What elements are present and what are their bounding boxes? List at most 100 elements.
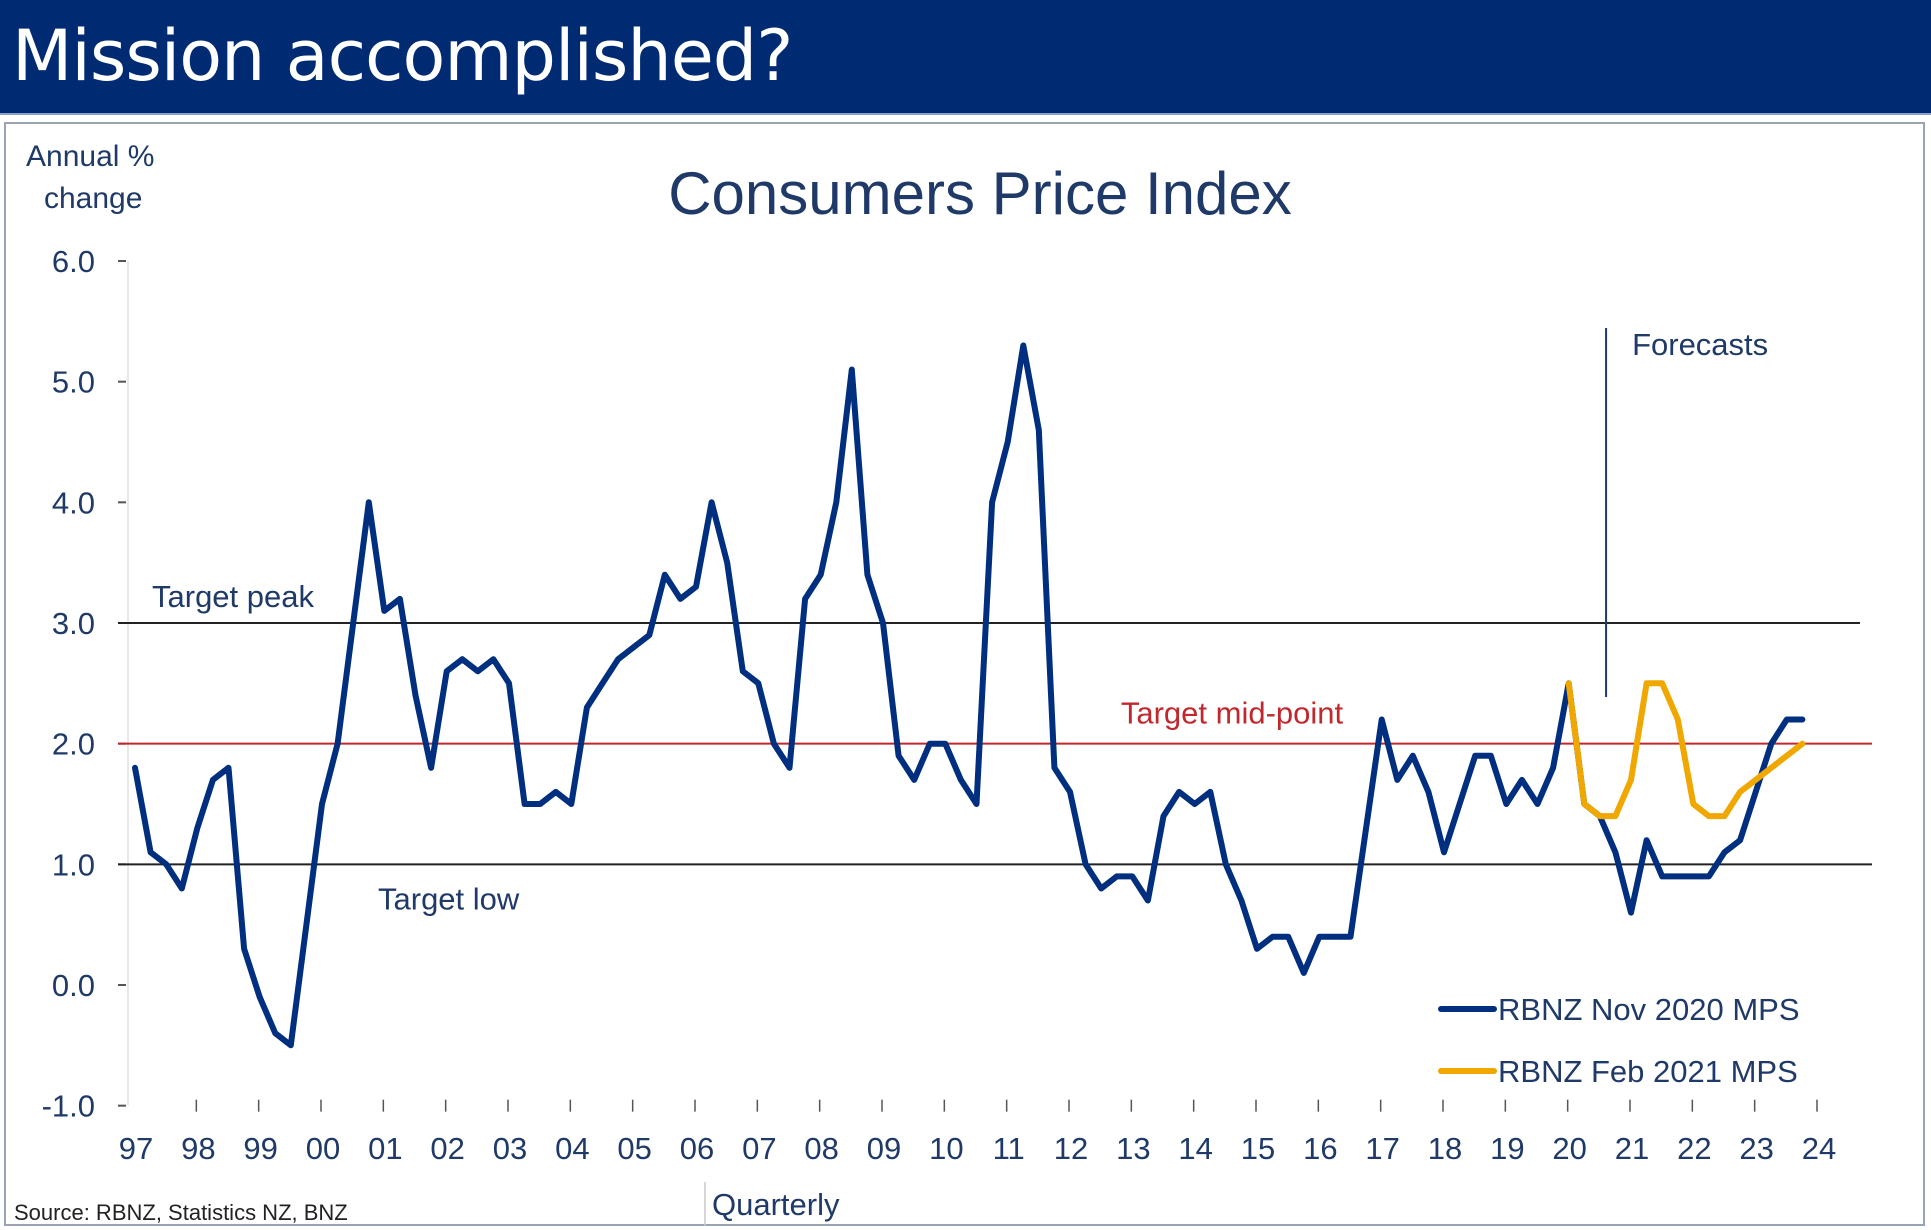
source-note: Source: RBNZ, Statistics NZ, BNZ (14, 1200, 348, 1225)
x-tick-label: 99 (243, 1131, 277, 1166)
data-point-rbnz-nov-2020-mps (1145, 898, 1150, 903)
data-point-rbnz-feb-2021-mps (1597, 814, 1602, 819)
data-point-rbnz-nov-2020-mps (257, 995, 262, 1000)
forecasts-label: Forecasts (1632, 327, 1768, 362)
data-point-rbnz-nov-2020-mps (1660, 874, 1665, 879)
data-point-rbnz-nov-2020-mps (1239, 898, 1244, 903)
x-tick-label: 10 (929, 1131, 963, 1166)
y-tick-label: 5.0 (52, 365, 95, 400)
data-point-rbnz-nov-2020-mps (491, 657, 496, 662)
slide-title-bar: Mission accomplished? (0, 0, 1931, 115)
target-low-label: Target low (378, 881, 520, 916)
chart-title: Consumers Price Index (668, 160, 1292, 227)
data-point-rbnz-nov-2020-mps (1706, 874, 1711, 879)
data-point-rbnz-nov-2020-mps (413, 693, 418, 698)
data-point-rbnz-nov-2020-mps (242, 946, 247, 951)
data-point-rbnz-nov-2020-mps (210, 777, 215, 782)
data-point-rbnz-nov-2020-mps (694, 584, 699, 589)
data-point-rbnz-nov-2020-mps (990, 500, 995, 505)
x-tick-label: 05 (617, 1131, 651, 1166)
data-point-rbnz-nov-2020-mps (304, 922, 309, 927)
data-point-rbnz-nov-2020-mps (1691, 874, 1696, 879)
x-tick-label: 06 (680, 1131, 714, 1166)
x-tick-label: 08 (804, 1131, 838, 1166)
data-point-rbnz-nov-2020-mps (507, 681, 512, 686)
x-tick-label: 02 (430, 1131, 464, 1166)
data-point-rbnz-nov-2020-mps (320, 802, 325, 807)
data-point-rbnz-nov-2020-mps (1255, 946, 1260, 951)
data-point-rbnz-nov-2020-mps (273, 1031, 278, 1036)
data-point-rbnz-nov-2020-mps (771, 741, 776, 746)
data-point-rbnz-nov-2020-mps (1270, 934, 1275, 939)
legend-label: RBNZ Feb 2021 MPS (1498, 1054, 1798, 1089)
data-point-rbnz-nov-2020-mps (834, 500, 839, 505)
data-point-rbnz-nov-2020-mps (1473, 753, 1478, 758)
x-axis-label: Quarterly (712, 1187, 840, 1222)
data-point-rbnz-nov-2020-mps (818, 572, 823, 577)
data-point-rbnz-nov-2020-mps (1317, 934, 1322, 939)
x-tick-label: 15 (1241, 1131, 1275, 1166)
data-point-rbnz-nov-2020-mps (678, 596, 683, 601)
data-point-rbnz-nov-2020-mps (1442, 850, 1447, 855)
data-point-rbnz-nov-2020-mps (1629, 910, 1634, 915)
x-tick-label: 11 (993, 1131, 1025, 1166)
y-tick-label: 4.0 (52, 485, 95, 520)
data-point-rbnz-nov-2020-mps (1800, 717, 1805, 722)
data-point-rbnz-nov-2020-mps (662, 572, 667, 577)
data-point-rbnz-nov-2020-mps (133, 765, 138, 770)
data-point-rbnz-nov-2020-mps (1644, 838, 1649, 843)
y-tick-label: 2.0 (52, 727, 95, 762)
data-point-rbnz-nov-2020-mps (553, 789, 558, 794)
data-point-rbnz-nov-2020-mps (1551, 765, 1556, 770)
x-tick-label: 00 (306, 1131, 340, 1166)
data-point-rbnz-nov-2020-mps (1519, 777, 1524, 782)
y-tick-label: 0.0 (52, 968, 95, 1003)
data-point-rbnz-nov-2020-mps (1177, 789, 1182, 794)
data-point-rbnz-nov-2020-mps (1613, 850, 1618, 855)
data-point-rbnz-nov-2020-mps (288, 1043, 293, 1048)
data-point-rbnz-nov-2020-mps (927, 741, 932, 746)
data-point-rbnz-nov-2020-mps (974, 802, 979, 807)
data-point-rbnz-nov-2020-mps (351, 621, 356, 626)
data-point-rbnz-nov-2020-mps (709, 500, 714, 505)
x-tick-label: 97 (119, 1131, 153, 1166)
data-point-rbnz-nov-2020-mps (647, 633, 652, 638)
data-point-rbnz-feb-2021-mps (1769, 765, 1774, 770)
x-tick-label: 21 (1615, 1131, 1649, 1166)
x-tick-label: 09 (867, 1131, 901, 1166)
y-axis-label-line1: Annual % (26, 140, 154, 173)
data-point-rbnz-feb-2021-mps (1660, 681, 1665, 686)
data-point-rbnz-nov-2020-mps (1738, 838, 1743, 843)
data-point-rbnz-nov-2020-mps (1083, 862, 1088, 867)
x-tick-label: 24 (1802, 1131, 1836, 1166)
x-tick-label: 13 (1116, 1131, 1150, 1166)
data-point-rbnz-nov-2020-mps (1192, 802, 1197, 807)
data-point-rbnz-nov-2020-mps (740, 669, 745, 674)
x-tick-label: 01 (368, 1131, 402, 1166)
data-point-rbnz-feb-2021-mps (1738, 789, 1743, 794)
x-tick-label: 07 (742, 1131, 776, 1166)
data-point-rbnz-nov-2020-mps (1410, 753, 1415, 758)
data-point-rbnz-nov-2020-mps (444, 669, 449, 674)
series-line-rbnz-nov-2020-mps (132, 342, 1806, 1049)
data-point-rbnz-nov-2020-mps (1769, 741, 1774, 746)
data-point-rbnz-nov-2020-mps (1457, 802, 1462, 807)
data-point-rbnz-nov-2020-mps (1130, 874, 1135, 879)
data-point-rbnz-feb-2021-mps (1691, 802, 1696, 807)
data-point-rbnz-nov-2020-mps (382, 608, 387, 613)
data-point-rbnz-nov-2020-mps (179, 886, 184, 891)
x-tick-label: 14 (1178, 1131, 1212, 1166)
data-point-rbnz-nov-2020-mps (1753, 789, 1758, 794)
x-tick-label: 03 (493, 1131, 527, 1166)
data-point-rbnz-nov-2020-mps (958, 777, 963, 782)
target-peak-label: Target peak (152, 579, 314, 614)
data-point-rbnz-nov-2020-mps (1722, 850, 1727, 855)
data-point-rbnz-nov-2020-mps (148, 850, 153, 855)
data-point-rbnz-nov-2020-mps (1504, 802, 1509, 807)
x-tick-label: 23 (1739, 1131, 1773, 1166)
x-tick-label: 22 (1677, 1131, 1711, 1166)
data-point-rbnz-nov-2020-mps (335, 741, 340, 746)
data-point-rbnz-nov-2020-mps (881, 621, 886, 626)
data-point-rbnz-nov-2020-mps (397, 596, 402, 601)
y-tick-label: 6.0 (52, 244, 95, 279)
